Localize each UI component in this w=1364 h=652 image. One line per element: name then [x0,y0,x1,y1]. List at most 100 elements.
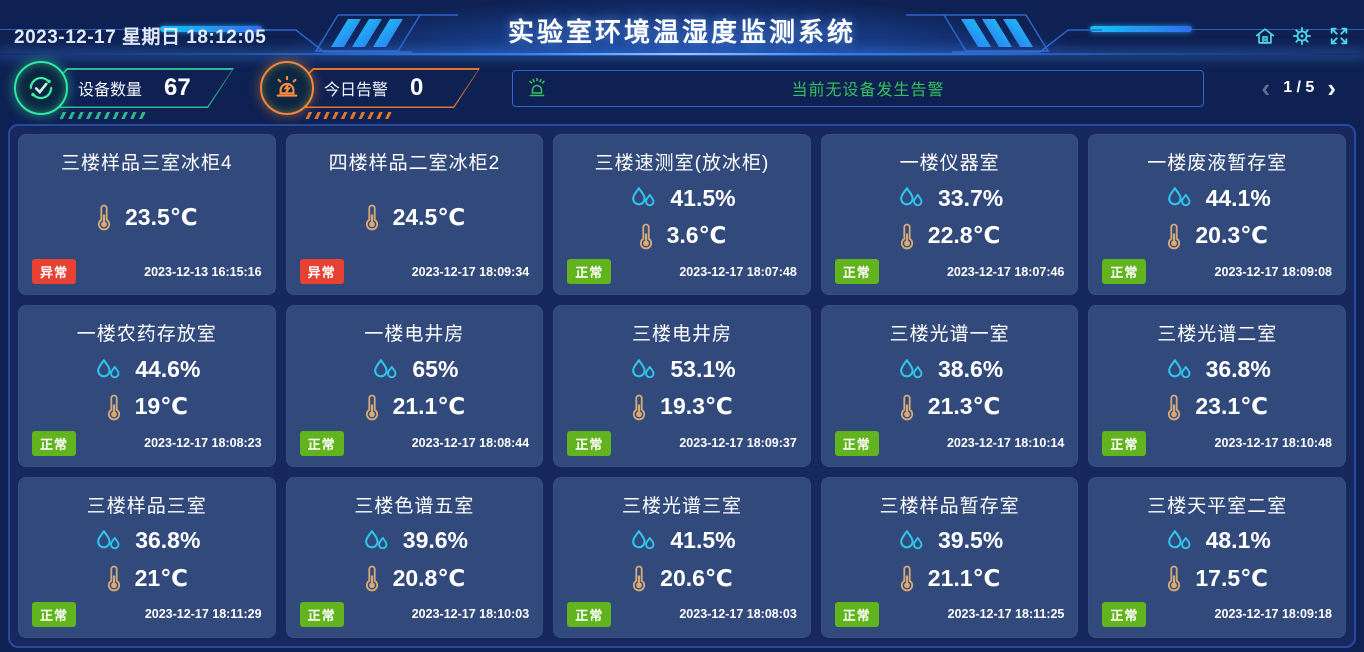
humidity-value: 39.6% [402,527,468,554]
gear-icon[interactable] [1291,25,1313,47]
header-divider [0,53,1364,55]
status-badge: 正常 [299,430,344,456]
humidity-metric: 48.1% [1164,527,1271,554]
sensor-card[interactable]: 一楼电井房 65% 21.1℃ 正常 2023-12-17 18:08:44 [285,305,544,467]
temperature-metric: 20.3℃ [1166,222,1268,250]
card-metrics: 36.8% 23.1℃ [1102,346,1332,430]
device-count-label: 设备数量 [78,82,143,99]
reading-timestamp: 2023-12-17 18:08:44 [411,436,530,451]
status-badge: 正常 [567,601,612,627]
sensor-card[interactable]: 一楼仪器室 33.7% 22.8℃ 正常 2023-12-17 18:07: [820,134,1079,296]
room-name: 三楼电井房 [631,324,732,346]
card-metrics: 23.5℃ [32,175,262,259]
sensor-card[interactable]: 三楼电井房 53.1% 19.3℃ 正常 2023-12-17 18:09: [553,305,811,467]
sensor-card[interactable]: 三楼光谱一室 38.6% 21.3℃ 正常 2023-12-17 18:10 [820,305,1079,467]
temperature-metric: 23.5℃ [96,203,198,231]
humidity-icon [97,358,120,378]
reading-timestamp: 2023-12-17 18:10:03 [411,607,530,622]
reading-timestamp: 2023-12-17 18:10:48 [1214,436,1332,451]
room-name: 一楼仪器室 [899,153,1000,174]
sensor-card[interactable]: 四楼样品二室冰柜2 24.5℃ 异常 2023-12-17 18:09:3 [285,134,544,296]
reading-timestamp: 2023-12-17 18:09:34 [411,264,530,279]
temperature-metric: 21.1℃ [364,393,465,421]
status-badge: 正常 [834,601,879,627]
datetime-display: 2023-12-17 星期日 18:12:05 [14,27,267,48]
humidity-metric: 39.6% [361,527,468,554]
temperature-value: 24.5℃ [392,203,466,230]
temperature-value: 20.3℃ [1195,222,1268,249]
reading-timestamp: 2023-12-17 18:10:14 [946,436,1065,451]
humidity-value: 33.7% [937,184,1004,211]
temperature-value: 23.5℃ [124,203,198,230]
temperature-icon [107,565,120,592]
temperature-value: 19℃ [134,393,189,420]
cards-panel: 三楼样品三室冰柜4 23.5℃ 异常 2023-12-13 16:15:1 [8,124,1356,648]
card-footer: 异常 2023-12-17 18:09:34 [299,259,530,285]
pagination-prev-button[interactable]: ‹ [1261,73,1271,103]
temperature-icon [1168,565,1181,592]
temperature-metric: 22.8℃ [899,222,1001,250]
device-count-widget: 设备数量 67 [14,61,234,115]
temperature-value: 21.1℃ [927,564,1001,591]
humidity-metric: 41.5% [628,185,736,212]
humidity-value: 39.5% [937,527,1004,554]
temperature-metric: 21.3℃ [899,393,1000,421]
sensor-card[interactable]: 一楼废液暂存室 44.1% 20.3℃ 正常 2023-12-17 18:0 [1088,134,1346,296]
humidity-icon [632,530,655,550]
reading-timestamp: 2023-12-17 18:08:23 [144,436,262,451]
sensor-card[interactable]: 三楼样品三室 36.8% 21℃ 正常 2023-12-17 18:11:2 [18,476,276,638]
humidity-metric: 65% [370,356,458,383]
humidity-icon [632,187,655,207]
temperature-metric: 21.1℃ [899,564,1001,592]
temperature-value: 17.5℃ [1195,564,1268,591]
room-name: 三楼样品暂存室 [879,495,1020,517]
temperature-icon [900,223,913,249]
status-badge: 正常 [1102,259,1147,285]
fullscreen-icon[interactable] [1328,25,1350,47]
pagination: ‹ 1 / 5 › [1262,75,1336,101]
sensor-card[interactable]: 三楼天平室二室 48.1% 17.5℃ 正常 2023-12-17 18:0 [1088,476,1346,638]
reading-timestamp: 2023-12-17 18:07:48 [679,264,797,279]
card-metrics: 39.6% 20.8℃ [300,518,530,602]
home-icon[interactable] [1254,25,1276,47]
device-count-panel: 设备数量 67 [58,68,234,108]
humidity-icon [364,530,388,550]
alert-banner-message: 当前无设备发生告警 [791,82,945,99]
status-badge: 正常 [1102,601,1147,627]
status-badge: 异常 [32,259,77,285]
sensor-card[interactable]: 三楼光谱二室 36.8% 23.1℃ 正常 2023-12-17 18:10 [1088,305,1346,467]
room-name: 一楼农药存放室 [76,324,217,346]
humidity-metric: 44.6% [93,356,200,383]
card-footer: 正常 2023-12-17 18:09:37 [567,430,797,456]
temperature-metric: 19.3℃ [631,393,733,421]
temperature-value: 22.8℃ [927,222,1001,249]
card-footer: 正常 2023-12-17 18:10:03 [299,601,530,627]
status-badge: 正常 [567,430,612,456]
sensor-card[interactable]: 三楼光谱三室 41.5% 20.6℃ 正常 2023-12-17 18:08 [553,476,811,638]
temperature-icon [1168,223,1181,249]
sensor-card[interactable]: 三楼色谱五室 39.6% 20.8℃ 正常 2023-12-17 18:10 [285,476,544,638]
humidity-metric: 39.5% [896,527,1003,554]
sensor-card[interactable]: 三楼样品暂存室 39.5% 21.1℃ 正常 2023-12-17 18:1 [820,476,1079,638]
humidity-icon [1167,358,1190,378]
card-footer: 正常 2023-12-17 18:08:44 [299,430,530,456]
header: 2023-12-17 星期日 18:12:05 实验室环境温湿度监测系统 [0,0,1364,56]
card-footer: 正常 2023-12-17 18:08:23 [32,430,262,456]
temperature-metric: 20.6℃ [631,564,733,592]
room-name: 三楼色谱五室 [354,495,475,517]
pagination-next-button[interactable]: › [1327,73,1336,103]
status-badge: 正常 [834,430,879,456]
sensor-card[interactable]: 三楼样品三室冰柜4 23.5℃ 异常 2023-12-13 16:15:1 [18,134,276,296]
sensor-card[interactable]: 一楼农药存放室 44.6% 19℃ 正常 2023-12-17 18:08: [18,305,276,467]
temperature-value: 19.3℃ [660,393,733,420]
temperature-icon [97,204,111,231]
status-badge: 异常 [299,259,344,285]
card-footer: 异常 2023-12-13 16:15:16 [32,259,262,285]
status-badge: 正常 [1102,430,1147,456]
card-metrics: 36.8% 21℃ [32,518,262,602]
sensor-card[interactable]: 三楼速测室(放冰柜) 41.5% 3.6℃ 正常 2023-12-17 18 [553,134,811,296]
status-badge: 正常 [834,259,879,285]
reading-timestamp: 2023-12-17 18:11:29 [144,607,262,622]
room-name: 三楼样品三室冰柜4 [61,153,233,174]
pagination-label: 1 / 5 [1283,79,1315,96]
